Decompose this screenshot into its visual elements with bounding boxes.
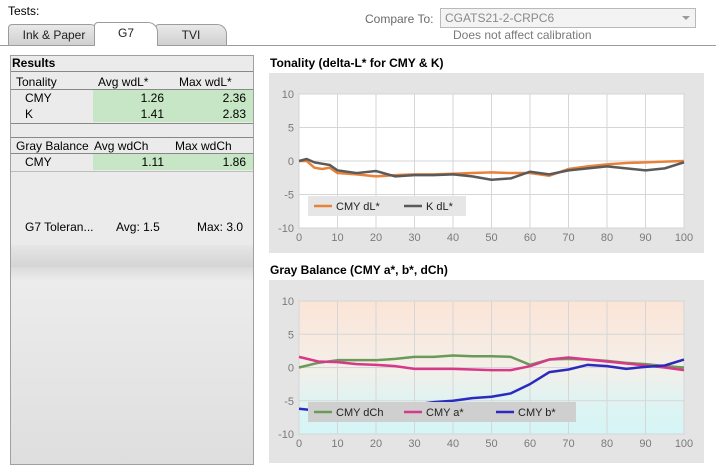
y-tick-label: -10 xyxy=(278,429,294,441)
series-line-k-dl- xyxy=(298,157,685,182)
compare-to-label: Compare To: xyxy=(365,12,434,26)
compare-to-value: CGATS21-2-CRPC6 xyxy=(445,11,555,25)
x-tick-label: 60 xyxy=(524,438,536,450)
legend-label: CMY b* xyxy=(518,407,556,419)
x-tick-label: 70 xyxy=(562,438,574,450)
x-tick-label: 80 xyxy=(601,438,613,450)
tab-ink-paper[interactable]: Ink & Paper xyxy=(8,24,100,46)
divider xyxy=(11,171,253,172)
legend-label: CMY a* xyxy=(426,407,464,419)
green-cell xyxy=(93,154,253,170)
x-tick-label: 30 xyxy=(408,232,420,244)
y-tick-label: 0 xyxy=(288,363,294,375)
x-tick-label: 20 xyxy=(370,232,382,244)
tonality-chart-area: 0 10 20 30 40 50 60 70 80 90 100 10 5 0 -5 -10 CMY dL* K … xyxy=(269,73,704,253)
x-tick-label: 20 xyxy=(370,438,382,450)
tab-strip: Ink & Paper G7 TVI xyxy=(0,22,716,46)
x-tick-label: 100 xyxy=(675,438,693,450)
y-tick-label: 5 xyxy=(288,123,294,135)
tests-label: Tests: xyxy=(8,4,40,18)
divider xyxy=(11,137,253,138)
g7-tolerance-label: G7 Toleran... xyxy=(25,220,94,234)
x-tick-label: 70 xyxy=(562,232,574,244)
tab-label: Ink & Paper xyxy=(22,28,86,42)
x-tick-label: 0 xyxy=(296,232,302,244)
x-tick-label: 90 xyxy=(639,232,651,244)
green-cell xyxy=(93,90,253,106)
panel-band xyxy=(11,245,253,267)
tonality-cmy-avg: 1.26 xyxy=(140,91,164,105)
series-line-cmy-dl- xyxy=(299,159,685,178)
legend-box xyxy=(308,402,576,422)
tab-g7[interactable]: G7 xyxy=(94,22,158,46)
x-tick-label: 0 xyxy=(296,438,302,450)
x-tick-label: 90 xyxy=(639,438,651,450)
gray-balance-chart-title: Gray Balance (CMY a*, b*, dCh) xyxy=(270,263,448,277)
gray-cmy-max: 1.86 xyxy=(222,155,246,169)
x-tick-label: 100 xyxy=(675,232,693,244)
x-tick-label: 30 xyxy=(408,438,420,450)
y-tick-label: -10 xyxy=(278,223,294,235)
x-tick-label: 50 xyxy=(485,438,497,450)
max-header: Max wdCh xyxy=(175,139,232,153)
x-tick-label: 40 xyxy=(447,438,459,450)
tab-label: G7 xyxy=(117,26,134,40)
tonality-k-max: 2.83 xyxy=(222,107,246,121)
results-title: Results xyxy=(12,56,56,70)
tab-divider xyxy=(0,45,716,46)
x-tick-label: 60 xyxy=(524,232,536,244)
x-tick-label: 10 xyxy=(331,438,343,450)
max-header: Max wdL* xyxy=(179,75,232,89)
row-label-cmy: CMY xyxy=(25,155,52,169)
g7-tolerance-max: Max: 3.0 xyxy=(197,220,244,234)
divider xyxy=(11,89,253,90)
legend-label: K dL* xyxy=(426,201,454,213)
green-cell xyxy=(93,106,253,122)
y-tick-label: -5 xyxy=(284,396,294,408)
legend-box xyxy=(308,196,466,216)
gray-cmy-avg: 1.11 xyxy=(141,155,164,169)
legend-label: CMY dCh xyxy=(336,407,383,419)
y-tick-label: -5 xyxy=(284,190,294,202)
x-tick-label: 80 xyxy=(601,232,613,244)
y-tick-label: 10 xyxy=(282,89,294,101)
avg-header: Avg wdCh xyxy=(94,139,149,153)
series-line-cmy-a- xyxy=(298,355,685,372)
chevron-down-icon[interactable] xyxy=(681,13,691,23)
legend-label: CMY dL* xyxy=(336,201,381,213)
x-tick-label: 10 xyxy=(331,232,343,244)
avg-header: Avg wdL* xyxy=(98,75,149,89)
tonality-k-avg: 1.41 xyxy=(140,107,164,121)
tab-label: TVI xyxy=(181,28,201,42)
tab-tvi[interactable]: TVI xyxy=(155,24,227,46)
gray-balance-header: Gray Balance xyxy=(16,139,89,153)
divider xyxy=(11,123,253,124)
tonality-cmy-max: 2.36 xyxy=(222,91,246,105)
y-tick-label: 0 xyxy=(288,156,294,168)
row-label-cmy: CMY xyxy=(25,91,52,105)
divider xyxy=(11,153,253,154)
compare-note: Does not affect calibration xyxy=(453,28,592,42)
tonality-header: Tonality xyxy=(16,75,57,89)
y-tick-label: 10 xyxy=(282,296,294,308)
tonality-chart-title: Tonality (delta-L* for CMY & K) xyxy=(270,56,444,70)
y-tick-label: 5 xyxy=(288,329,294,341)
compare-to-dropdown[interactable]: CGATS21-2-CRPC6 xyxy=(440,8,696,28)
divider xyxy=(11,71,253,72)
row-label-k: K xyxy=(25,107,34,121)
gray-balance-chart-area: 0 10 20 30 40 50 60 70 80 90 100 10 5 0 -5 -10 CMY dCh CM… xyxy=(269,280,704,463)
x-tick-label: 50 xyxy=(485,232,497,244)
x-tick-label: 40 xyxy=(447,232,459,244)
g7-tolerance-avg: Avg: 1.5 xyxy=(116,220,160,234)
